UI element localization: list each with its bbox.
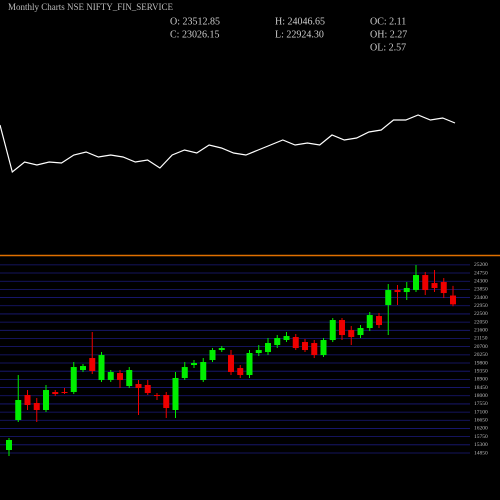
candle-body: [366, 315, 373, 329]
ohlc-info: L: 22924.30: [275, 29, 324, 40]
candle-body: [329, 320, 336, 341]
y-tick-label: 22950: [474, 303, 488, 309]
candle-body: [209, 350, 216, 361]
y-tick-label: 22500: [474, 311, 488, 317]
y-tick-label: 21150: [474, 336, 488, 342]
candle-body: [311, 343, 318, 356]
y-tick-label: 23400: [474, 295, 488, 301]
candle-body: [117, 373, 123, 381]
candle-body: [237, 368, 244, 376]
candle-body: [302, 342, 308, 351]
candle-body: [413, 275, 419, 291]
candle-body: [422, 275, 429, 291]
y-tick-label: 17100: [474, 409, 488, 415]
y-tick-label: 23850: [474, 287, 488, 293]
candle-body: [431, 283, 438, 289]
candle-body: [135, 384, 142, 389]
candle-body: [274, 338, 281, 346]
y-tick-label: 16200: [474, 426, 488, 432]
y-tick-label: 18000: [474, 393, 488, 399]
candle-body: [228, 355, 234, 373]
candle-body: [33, 403, 40, 411]
candle-body: [255, 350, 262, 354]
candle-body: [357, 328, 364, 336]
y-tick-label: 18450: [474, 385, 488, 391]
candle-body: [385, 290, 392, 306]
y-tick-label: 24300: [474, 278, 488, 284]
candle-body: [376, 316, 382, 326]
candle-body: [292, 337, 299, 349]
candle-body: [200, 362, 207, 381]
candle-body: [126, 370, 133, 387]
y-tick-label: 20700: [474, 344, 488, 350]
ohlc-info: H: 24046.65: [275, 16, 325, 27]
candle-body: [15, 400, 22, 421]
candle-body: [265, 343, 271, 353]
y-tick-label: 17550: [474, 401, 488, 407]
candle-body: [70, 367, 77, 393]
candle-body: [403, 288, 410, 293]
y-tick-label: 16650: [474, 418, 488, 424]
candle-body: [394, 290, 401, 293]
candle-body: [43, 390, 49, 411]
ohlc-info: C: 23026.15: [170, 29, 219, 40]
candle-body: [154, 395, 160, 397]
candle-body: [450, 295, 456, 305]
chart-title: Monthly Charts NSE NIFTY_FIN_SERVICE: [8, 2, 174, 12]
candle-body: [348, 330, 355, 338]
y-tick-label: 25200: [474, 262, 488, 268]
y-tick-label: 19350: [474, 368, 488, 374]
y-tick-label: 14850: [474, 450, 488, 456]
candle-body: [163, 395, 170, 409]
indicator-line: [0, 114, 456, 174]
candle-body: [440, 282, 447, 294]
candle-body: [339, 320, 345, 336]
y-tick-label: 15300: [474, 442, 488, 448]
y-tick-label: 15750: [474, 434, 488, 440]
candle-body: [218, 348, 225, 351]
ohlc-info: OH: 2.27: [370, 29, 407, 40]
candle-body: [246, 353, 253, 376]
y-tick-label: 22050: [474, 319, 488, 325]
candle-body: [107, 372, 114, 381]
candle-body: [191, 363, 197, 366]
y-tick-label: 20250: [474, 352, 488, 358]
candle-body: [320, 340, 327, 356]
y-tick-label: 18900: [474, 377, 488, 383]
ohlc-info: OL: 2.57: [370, 42, 406, 53]
ohlc-info: O: 23512.85: [170, 16, 220, 27]
y-tick-label: 21600: [474, 328, 488, 334]
candle-body: [283, 336, 290, 341]
candle-body: [89, 358, 96, 372]
y-tick-label: 24750: [474, 270, 488, 276]
candle-body: [181, 367, 188, 379]
ohlc-info: OC: 2.11: [370, 16, 406, 27]
candle-body: [61, 392, 68, 394]
candle-body: [6, 440, 12, 451]
candle-body: [144, 385, 151, 394]
candle-body: [24, 395, 31, 406]
candle-body: [80, 366, 86, 371]
y-tick-label: 19800: [474, 360, 488, 366]
candle-body: [172, 378, 179, 411]
candle-body: [52, 392, 59, 395]
candle-body: [98, 355, 105, 381]
